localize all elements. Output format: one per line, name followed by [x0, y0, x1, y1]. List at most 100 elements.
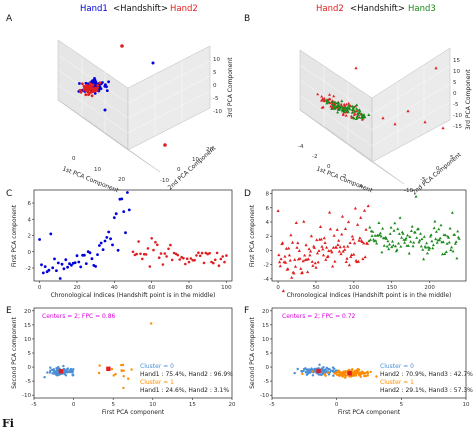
panel-a-point-hand2 — [81, 82, 84, 86]
panel-c-point-hand2 — [195, 254, 198, 257]
panel-d-point-hand2 — [366, 204, 370, 208]
panel-b-outlier — [434, 66, 438, 70]
panel-f-point-cluster0 — [331, 366, 335, 369]
panel-d-point-hand2 — [278, 264, 282, 268]
panel-b-point-hand3 — [347, 104, 351, 108]
panel-e-point-cluster0 — [56, 373, 59, 377]
panel-a-point-hand2 — [91, 87, 94, 91]
y-tick-label: -5 — [264, 379, 270, 385]
panel-d-point-hand3 — [412, 240, 416, 244]
panel-d-point-hand3 — [374, 239, 378, 242]
panel-b-point-hand2 — [355, 109, 359, 112]
panel-e-point-cluster1 — [122, 375, 125, 378]
panel-d-point-hand3 — [373, 234, 377, 237]
y-tick-label: 0 — [28, 250, 32, 256]
panel-d-point-hand2 — [353, 241, 357, 245]
panel-d-point-hand3 — [444, 233, 447, 237]
y-tick-label: 4 — [28, 217, 32, 223]
panel-d-point-hand2 — [338, 245, 342, 249]
panel-f-legend-1-label: Cluster = 1 — [380, 379, 414, 386]
panel-a-ylabel: 2nd PCA Component — [167, 144, 218, 191]
panel-d-point-hand2 — [347, 263, 351, 267]
panel-d-point-hand3 — [457, 237, 461, 240]
y-tick-label: -2 — [264, 263, 269, 269]
panel-d-point-hand2 — [337, 249, 341, 253]
panel-c-ylabel: First PCA component — [11, 204, 18, 267]
panel-f-point-cluster1 — [375, 375, 378, 378]
panel-c-point-hand2 — [135, 252, 138, 256]
panel-f-legend-0-label: Cluster = 0 — [380, 363, 414, 370]
panel-d-point-hand2 — [290, 275, 294, 279]
panel-e-point-cluster0 — [43, 376, 46, 379]
panel-e-point-cluster0 — [57, 365, 60, 369]
panel-d-point-hand3 — [370, 234, 374, 237]
panel-d-point-hand2 — [283, 254, 287, 258]
panel-f-point-cluster0 — [331, 370, 335, 373]
panel-c-point-hand1 — [122, 210, 126, 214]
panel-b-xtick-2: 0 — [327, 164, 331, 170]
panel-d-point-hand2 — [321, 253, 326, 257]
panel-f-point-cluster1 — [323, 373, 326, 376]
panel-d-point-hand3 — [422, 257, 426, 261]
panel-b-point-hand2 — [330, 102, 334, 105]
panel-d-point-hand2 — [343, 248, 347, 251]
panel-d-point-hand2 — [351, 237, 355, 241]
panel-d-point-hand2 — [318, 225, 323, 228]
panel-b-point-hand3 — [350, 104, 354, 108]
panel-d-point-hand3 — [377, 221, 381, 224]
panel-d-point-hand3 — [434, 237, 438, 241]
panel-e-point-cluster0 — [62, 364, 65, 368]
panel-d-point-hand2 — [298, 256, 302, 260]
panel-e-point-cluster0 — [66, 367, 69, 371]
panel-c-point-hand1 — [103, 239, 107, 243]
panel-d-point-hand2 — [365, 242, 370, 245]
panel-e-point-cluster0 — [55, 367, 58, 370]
panel-d-point-hand3 — [397, 241, 401, 245]
panel-d-point-hand3 — [455, 256, 459, 260]
panel-b-point-hand3 — [333, 100, 337, 104]
y-tick-label: 10 — [262, 337, 269, 343]
panel-d-frame — [271, 189, 467, 282]
panel-b-point-hand3 — [367, 113, 371, 116]
panel-f-ylabel: Second PCA component — [249, 316, 256, 388]
panel-b-point-hand3 — [350, 111, 354, 114]
panel-d-point-hand3 — [438, 238, 441, 242]
panel-b-point-hand2 — [316, 92, 320, 96]
panel-c-point-hand1 — [38, 238, 41, 241]
panel-d-point-hand2 — [333, 259, 337, 263]
panel-b-point-hand3 — [354, 117, 358, 120]
panel-d-point-hand2 — [346, 220, 351, 224]
panel-c-point-hand2 — [150, 237, 153, 240]
panel-d-point-hand3 — [367, 239, 371, 243]
panel-d-point-hand2 — [315, 251, 320, 255]
x-tick-label: 100 — [221, 285, 232, 291]
panel-d-point-hand2 — [337, 238, 341, 242]
panel-d-point-hand2 — [287, 253, 291, 257]
panel-f-center-0 — [316, 368, 321, 374]
panel-d-point-hand2 — [292, 271, 296, 275]
y-tick-label: 2 — [28, 234, 32, 240]
panel-d-point-hand3 — [403, 238, 407, 241]
panel-d-point-hand3 — [419, 232, 422, 235]
y-tick-label: 0 — [266, 365, 270, 371]
panel-d-point-hand2 — [313, 261, 317, 265]
panel-f-legend-1-info: Hand2 : 29.1%, Hand3 : 57.3% — [380, 387, 473, 394]
panel-c-point-hand2 — [213, 258, 217, 262]
panel-c-point-hand2 — [167, 247, 170, 251]
panel-b-point-hand3 — [331, 103, 334, 106]
panel-c-point-hand2 — [157, 256, 161, 260]
title-a-mid: <Handshift> — [113, 4, 168, 14]
panel-f-point-cluster0 — [320, 373, 323, 376]
panel-b-point-hand3 — [351, 115, 355, 119]
panel-d-point-hand2 — [304, 243, 308, 247]
panel-d-point-hand2 — [284, 246, 288, 250]
panel-c-point-hand1 — [77, 260, 81, 264]
panel-f-point-cluster1 — [355, 368, 359, 372]
panel-b-point-hand3 — [353, 109, 357, 113]
panel-c-point-hand2 — [142, 252, 146, 256]
panel-d-point-hand2 — [340, 232, 344, 236]
panel-d-point-hand3 — [433, 219, 437, 223]
y-tick-label: 0 — [28, 365, 32, 371]
panel-a-point-hand1 — [105, 89, 109, 92]
